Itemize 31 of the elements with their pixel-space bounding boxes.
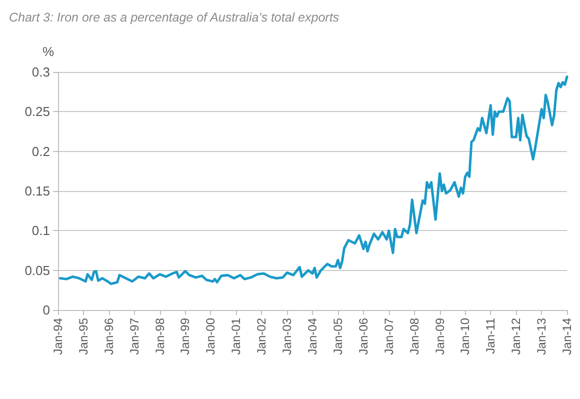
- x-tick-label: Jan-08: [407, 318, 422, 355]
- y-tick-label: 0.1: [32, 223, 50, 238]
- y-tick-label: 0.15: [24, 184, 50, 198]
- y-tick-label: 0.25: [24, 104, 50, 120]
- x-tick-label: Jan-11: [484, 318, 498, 354]
- x-tick-label: Jan-99: [178, 318, 192, 355]
- x-tick-label: Jan-95: [76, 318, 90, 355]
- y-axis-title: %: [42, 44, 54, 59]
- x-tick-label: Jan-12: [509, 318, 524, 355]
- x-tick-label: Jan-03: [280, 318, 294, 355]
- x-tick-label: Jan-02: [254, 318, 269, 355]
- chart-title: Chart 3: Iron ore as a percentage of Australia’s total exports: [9, 10, 340, 24]
- x-tick-label: Jan-01: [229, 318, 244, 355]
- line-series: [58, 76, 568, 286]
- y-tick-label: 0: [42, 302, 50, 318]
- x-tick-label: Jan-00: [204, 318, 218, 355]
- y-tick-label: 0.3: [32, 64, 50, 80]
- x-tick-label: Jan-09: [432, 318, 447, 355]
- y-tick-label: 0.2: [32, 144, 50, 159]
- x-tick-label: Jan-05: [330, 318, 345, 355]
- x-tick-label: Jan-06: [356, 318, 370, 355]
- x-tick-label: Jan-10: [458, 318, 472, 355]
- x-tick-label: Jan-14: [560, 318, 574, 355]
- x-tick-label: Jan-98: [152, 318, 167, 355]
- x-tick-label: Jan-97: [127, 318, 142, 355]
- x-tick-label: Jan-04: [305, 318, 320, 355]
- x-tick-label: Jan-13: [534, 318, 549, 355]
- x-tick-label: Jan-96: [102, 318, 116, 355]
- x-tick-label: Jan-07: [382, 318, 396, 355]
- y-tick-label: 0.05: [24, 262, 50, 278]
- x-tick-label: Jan-94: [51, 318, 65, 355]
